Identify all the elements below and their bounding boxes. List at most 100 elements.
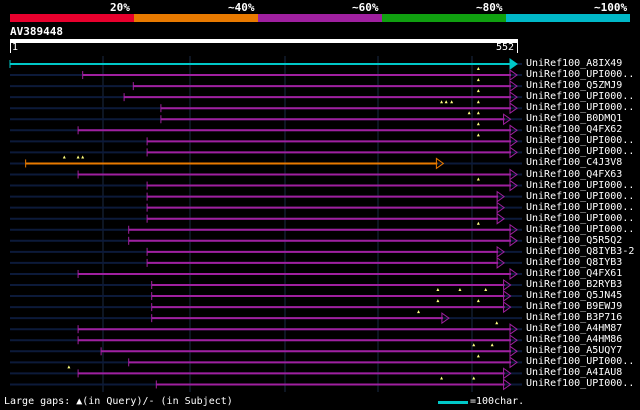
hit-label[interactable]: UniRef100_UPI000..: [526, 69, 635, 81]
query-tick-start: [10, 39, 11, 53]
hit-label[interactable]: UniRef100_A5UQY7: [526, 345, 623, 357]
hit-end-arrow-icon: [503, 367, 512, 380]
query-gap-marker-icon: [472, 343, 476, 347]
query-gap-marker-icon: [476, 78, 480, 82]
ruler-label-40: ~40%: [228, 1, 255, 14]
query-gap-marker-icon: [440, 100, 444, 104]
coverage-color-bar: [10, 14, 630, 22]
hit-label[interactable]: UniRef100_Q5ZMJ9: [526, 80, 623, 92]
hit-end-arrow-icon: [496, 201, 505, 214]
hit-label[interactable]: UniRef100_Q8IYB3-2: [526, 245, 635, 257]
hit-end-arrow-icon: [509, 168, 518, 181]
hit-label[interactable]: UniRef100_Q4FX61: [526, 267, 623, 279]
query-gap-marker-icon: [62, 155, 66, 159]
hit-label[interactable]: UniRef100_UPI000..: [526, 190, 635, 202]
hit-end-arrow-icon: [509, 124, 518, 137]
query-gap-marker-icon: [417, 310, 421, 314]
hit-label[interactable]: UniRef100_B2RYB3: [526, 279, 623, 290]
hit-end-arrow-icon: [509, 58, 518, 70]
color-segment-60: [258, 14, 382, 22]
hit-end-arrow-icon: [503, 301, 512, 314]
hit-label[interactable]: UniRef100_UPI000..: [526, 102, 635, 114]
query-gap-marker-icon: [476, 111, 480, 115]
ruler-label-60: ~60%: [352, 1, 379, 14]
hit-label[interactable]: UniRef100_A4HM87: [526, 323, 623, 335]
hit-label[interactable]: UniRef100_A8IX49: [526, 58, 623, 69]
query-gap-marker-icon: [444, 100, 448, 104]
query-tick-end: [517, 39, 518, 53]
query-gap-marker-icon: [467, 111, 471, 115]
hit-end-arrow-icon: [509, 146, 518, 159]
query-gap-marker-icon: [450, 100, 454, 104]
query-gap-marker-icon: [476, 89, 480, 93]
query-gap-marker-icon: [76, 155, 80, 159]
hit-label[interactable]: UniRef100_A4HM86: [526, 334, 623, 346]
query-gap-marker-icon: [81, 155, 85, 159]
query-gap-marker-icon: [436, 288, 440, 292]
hit-end-arrow-icon: [509, 356, 518, 369]
hit-end-arrow-icon: [509, 91, 518, 104]
query-end-label: 552: [496, 42, 515, 53]
hit-end-arrow-icon: [509, 102, 518, 115]
color-segment-80: [382, 14, 506, 22]
hit-label[interactable]: UniRef100_B9EWJ9: [526, 301, 623, 313]
hit-end-arrow-icon: [509, 323, 518, 336]
coverage-ruler: 20% ~40% ~60% ~80% ~100%: [0, 0, 640, 22]
hit-end-arrow-icon: [509, 223, 518, 236]
query-gap-marker-icon: [436, 299, 440, 303]
hit-label[interactable]: UniRef100_Q5JN45: [526, 290, 623, 302]
ruler-label-80: ~80%: [476, 1, 503, 14]
hit-end-arrow-icon: [503, 378, 512, 391]
hit-end-arrow-icon: [509, 334, 518, 347]
hit-label[interactable]: UniRef100_UPI000..: [526, 356, 635, 368]
query-gap-marker-icon: [458, 288, 462, 292]
query-gap-marker-icon: [472, 376, 476, 380]
hit-end-arrow-icon: [509, 234, 518, 247]
query-gap-marker-icon: [476, 299, 480, 303]
hit-label[interactable]: UniRef100_B3P716: [526, 312, 623, 324]
query-gap-marker-icon: [476, 177, 480, 181]
hit-label[interactable]: UniRef100_UPI000..: [526, 212, 635, 224]
hit-end-arrow-icon: [509, 345, 518, 358]
query-gap-marker-icon: [476, 354, 480, 358]
hit-label[interactable]: UniRef100_UPI000..: [526, 91, 635, 103]
query-gap-marker-icon: [476, 221, 480, 225]
ruler-label-20: 20%: [110, 1, 130, 14]
legend-scale-swatch: [438, 401, 468, 404]
hit-end-arrow-icon: [503, 290, 512, 303]
query-gap-marker-icon: [484, 288, 488, 292]
query-bar: [10, 39, 518, 43]
query-gap-marker-icon: [476, 67, 480, 71]
hit-label[interactable]: UniRef100_UPI000..: [526, 223, 635, 235]
hit-label[interactable]: UniRef100_UPI000..: [526, 135, 635, 147]
hit-end-arrow-icon: [509, 267, 518, 280]
hit-label[interactable]: UniRef100_C4J3V8: [526, 157, 623, 169]
hit-label[interactable]: UniRef100_UPI000..: [526, 146, 635, 158]
query-gap-marker-icon: [476, 100, 480, 104]
hit-end-arrow-icon: [435, 157, 445, 170]
hit-end-arrow-icon: [509, 69, 518, 82]
hit-end-arrow-icon: [496, 212, 505, 225]
ruler-label-100: ~100%: [594, 1, 628, 14]
hit-label[interactable]: UniRef100_UPI000..: [526, 179, 635, 191]
query-gap-marker-icon: [67, 365, 71, 369]
hit-label[interactable]: UniRef100_Q4FX62: [526, 124, 623, 136]
query-gap-marker-icon: [440, 376, 444, 380]
hit-label[interactable]: UniRef100_UPI000..: [526, 378, 635, 390]
query-start-label: 1: [12, 42, 19, 53]
hit-label[interactable]: UniRef100_Q5R5Q2: [526, 234, 623, 246]
hit-label[interactable]: UniRef100_Q4FX63: [526, 168, 623, 180]
color-segment-40: [134, 14, 258, 22]
hit-end-arrow-icon: [496, 245, 505, 258]
query-gap-marker-icon: [495, 321, 499, 325]
color-segment-20: [10, 14, 134, 22]
legend-gaps: Large gaps: ▲(in Query)/- (in Subject): [4, 396, 233, 407]
color-segment-100: [506, 14, 630, 22]
hit-label[interactable]: UniRef100_A4IAU8: [526, 367, 623, 379]
hit-end-arrow-icon: [503, 279, 512, 291]
hit-end-arrow-icon: [496, 190, 505, 203]
hit-label[interactable]: UniRef100_B0DMQ1: [526, 113, 623, 125]
hit-label[interactable]: UniRef100_UPI000..: [526, 201, 635, 213]
hit-label[interactable]: UniRef100_Q8IYB3: [526, 256, 623, 268]
